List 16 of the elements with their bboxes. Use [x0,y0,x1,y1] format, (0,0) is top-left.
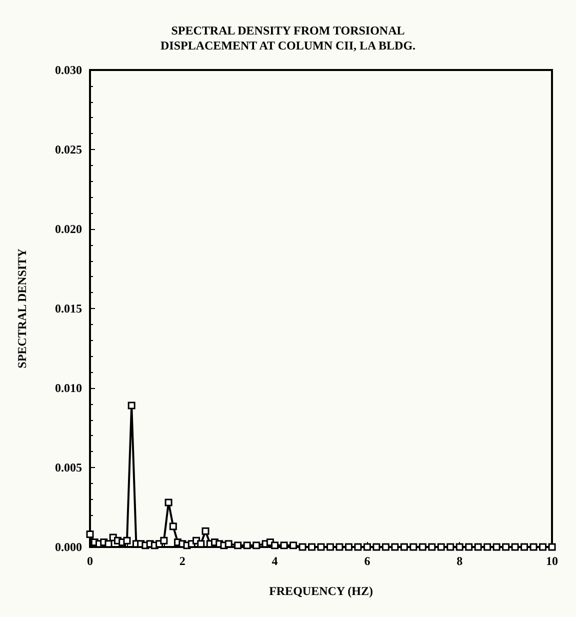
x-tick-label: 10 [546,554,558,568]
y-axis-title: SPECTRAL DENSITY [15,248,29,368]
y-tick-label: 0.030 [55,63,82,77]
y-tick-label: 0.010 [55,381,82,395]
x-tick-label: 0 [87,554,93,568]
chart-title: SPECTRAL DENSITY FROM TORSIONAL DISPLACEMENT AT COLUMN CII, LA BLDG. [160,24,416,52]
x-tick-label: 6 [364,554,370,568]
x-tick-label: 2 [179,554,186,568]
y-tick-label: 0.005 [55,460,82,474]
x-tick-label: 4 [272,554,278,568]
x-axis-title: FREQUENCY (HZ) [269,584,373,598]
y-tick-label: 0.015 [55,302,82,316]
x-tick-label: 8 [456,554,463,568]
y-tick-label: 0.000 [55,540,82,554]
y-tick-label: 0.020 [55,222,82,236]
y-tick-label: 0.025 [55,142,82,156]
